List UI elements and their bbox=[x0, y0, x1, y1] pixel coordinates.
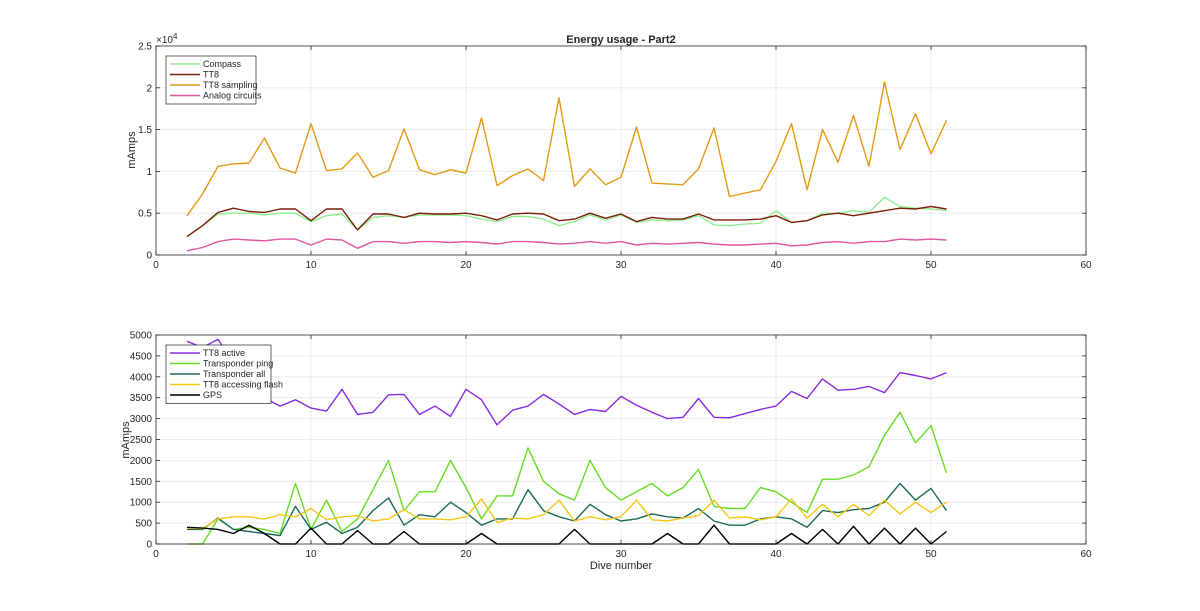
top-series bbox=[186, 81, 948, 252]
series-line-tt8-accessing-flash bbox=[186, 498, 947, 530]
y-tick-label: 2500 bbox=[130, 435, 153, 446]
y-tick-label: 5000 bbox=[130, 331, 153, 342]
series-line-tt8-sampling bbox=[186, 81, 948, 217]
y-tick-label: 1000 bbox=[130, 498, 153, 509]
legend-label: TT8 active bbox=[203, 348, 245, 358]
x-tick-label: 10 bbox=[305, 260, 317, 271]
y-tick-label: 4500 bbox=[130, 351, 153, 362]
bottom-axes: 0 10 20 30 40 50 60 0 500 1000 1500 2000 2500 3000 350… bbox=[120, 331, 1092, 573]
bottom-x-axis-label: Dive number bbox=[590, 560, 653, 572]
y-tick-label: 1.5 bbox=[138, 125, 152, 136]
y-tick-label: 0 bbox=[146, 251, 152, 262]
y-tick-label: 1 bbox=[146, 167, 152, 178]
y-tick-label: 3000 bbox=[130, 414, 153, 425]
top-y-exponent: ×104 bbox=[156, 32, 178, 46]
x-tick-label: 10 bbox=[305, 549, 317, 560]
bottom-ticks: 0 10 20 30 40 50 60 0 500 1000 1500 2000 2500 3000 350… bbox=[130, 331, 1092, 561]
x-tick-label: 60 bbox=[1080, 260, 1092, 271]
legend-label: TT8 sampling bbox=[203, 80, 258, 90]
x-tick-label: 50 bbox=[925, 549, 937, 560]
bottom-grid bbox=[156, 335, 1086, 544]
x-tick-label: 30 bbox=[615, 260, 627, 271]
x-tick-label: 60 bbox=[1080, 549, 1092, 560]
series-line-compass bbox=[186, 196, 947, 238]
y-tick-label: 2.5 bbox=[138, 42, 152, 53]
x-tick-label: 0 bbox=[153, 260, 159, 271]
series-line-analog-circuits bbox=[186, 238, 947, 252]
x-tick-label: 20 bbox=[460, 549, 472, 560]
y-tick-label: 4000 bbox=[130, 372, 153, 383]
top-axes: 0 10 20 30 40 50 60 0 0.5 1 1.5 2 2.5 Energy usage -… bbox=[126, 32, 1092, 271]
y-tick-label: 3500 bbox=[130, 393, 153, 404]
series-line-gps bbox=[186, 524, 947, 545]
series-line-tt8-active bbox=[186, 338, 947, 426]
x-tick-label: 30 bbox=[615, 549, 627, 560]
x-tick-label: 20 bbox=[460, 260, 472, 271]
y-tick-label: 0 bbox=[146, 540, 152, 551]
top-grid bbox=[156, 46, 1086, 255]
legend-label: Transponder ping bbox=[203, 359, 273, 369]
legend-label: Analog circuits bbox=[203, 91, 262, 101]
legend-label: Compass bbox=[203, 59, 242, 69]
legend-label: GPS bbox=[203, 390, 222, 400]
top-y-axis-label: mAmps bbox=[126, 131, 138, 169]
x-tick-label: 40 bbox=[770, 260, 782, 271]
x-tick-label: 50 bbox=[925, 260, 937, 271]
x-tick-label: 40 bbox=[770, 549, 782, 560]
series-line-tt8 bbox=[186, 205, 947, 238]
y-tick-label: 2000 bbox=[130, 456, 153, 467]
legend-label: TT8 bbox=[203, 70, 219, 80]
y-tick-label: 1500 bbox=[130, 477, 153, 488]
bottom-y-axis-label: mAmps bbox=[120, 421, 132, 459]
y-tick-label: 2 bbox=[146, 83, 152, 94]
legend-label: TT8 accessing flash bbox=[203, 380, 283, 390]
y-exponent-power: 4 bbox=[173, 32, 178, 41]
series-line-transponder-all bbox=[187, 482, 948, 537]
top-chart-title: Energy usage - Part2 bbox=[566, 34, 675, 46]
series-line-transponder-ping bbox=[187, 411, 948, 545]
y-tick-label: 500 bbox=[135, 519, 152, 530]
legend-label: Transponder all bbox=[203, 369, 265, 379]
bottom-series bbox=[186, 338, 948, 545]
x-tick-label: 0 bbox=[153, 549, 159, 560]
y-exponent-base: ×10 bbox=[156, 35, 173, 46]
y-tick-label: 0.5 bbox=[138, 209, 152, 220]
top-ticks: 0 10 20 30 40 50 60 0 0.5 1 1.5 2 2.5 bbox=[138, 42, 1092, 272]
